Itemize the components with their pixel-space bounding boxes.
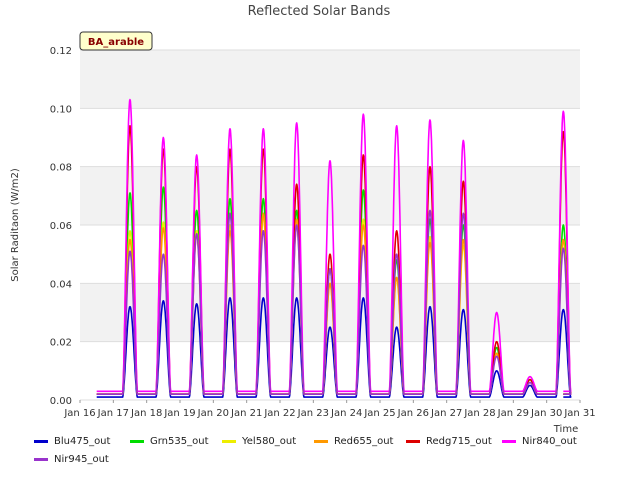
y-tick-label: 0.12 bbox=[50, 46, 72, 57]
legend-swatch bbox=[406, 440, 420, 443]
x-tick-label: Jan 27 bbox=[430, 408, 462, 419]
series-lines bbox=[96, 98, 572, 398]
legend-label: Nir840_out bbox=[522, 436, 577, 447]
x-tick-label: Jan 31 bbox=[563, 408, 595, 419]
x-tick-label: Jan 29 bbox=[497, 408, 529, 419]
x-tick-label: Jan 24 bbox=[330, 408, 362, 419]
x-tick-label: Jan 23 bbox=[297, 408, 329, 419]
legend-swatch bbox=[222, 440, 236, 443]
legend-label: Grn535_out bbox=[150, 436, 209, 447]
y-axis-label: Solar Raditaon (W/m2) bbox=[10, 168, 21, 282]
legend-item: Redg715_out bbox=[406, 436, 492, 447]
x-tick-label: Jan 22 bbox=[263, 408, 295, 419]
x-tick-label: Jan 18 bbox=[130, 408, 162, 419]
legend-swatch bbox=[314, 440, 328, 443]
legend-swatch bbox=[130, 440, 144, 443]
legend-item: Red655_out bbox=[314, 436, 393, 447]
x-tick-label: Jan 20 bbox=[197, 408, 229, 419]
legend-item: Blu475_out bbox=[34, 436, 110, 447]
y-tick-label: 0.10 bbox=[50, 104, 72, 115]
station-badge-label: BA_arable bbox=[88, 37, 144, 48]
legend-item: Grn535_out bbox=[130, 436, 209, 447]
legend-label: Blu475_out bbox=[54, 436, 111, 447]
series-line-nir840-out bbox=[96, 98, 572, 393]
series-line-nir945-out bbox=[96, 209, 572, 395]
legend-swatch bbox=[502, 440, 516, 443]
series-line-blu475-out bbox=[96, 297, 572, 398]
grid-lines bbox=[80, 49, 580, 401]
x-axis-ticks: Jan 16 Jan 17 Jan 18 Jan 19 Jan 20 Jan 21 Jan … bbox=[63, 400, 596, 419]
y-axis-ticks: 0.00 0.02 0.04 0.06 0.08 0.10 0.12 bbox=[50, 46, 72, 407]
legend-item: Nir945_out bbox=[34, 454, 109, 465]
x-tick-label: Jan 17 bbox=[97, 408, 129, 419]
plot-band bbox=[80, 283, 580, 342]
x-tick-label: Jan 30 bbox=[530, 408, 562, 419]
x-tick-label: Jan 19 bbox=[163, 408, 195, 419]
legend-label: Yel580_out bbox=[242, 436, 297, 447]
y-tick-label: 0.08 bbox=[50, 163, 72, 174]
legend-swatch bbox=[34, 458, 48, 461]
x-tick-label: Jan 28 bbox=[463, 408, 495, 419]
legend-label: Red655_out bbox=[334, 436, 394, 447]
x-tick-label: Jan 25 bbox=[363, 408, 395, 419]
x-axis-label: Time bbox=[553, 424, 578, 435]
y-tick-label: 0.00 bbox=[50, 396, 72, 407]
station-badge: BA_arable bbox=[79, 31, 153, 51]
plot-band bbox=[80, 50, 580, 109]
legend-label: Redg715_out bbox=[426, 436, 492, 447]
y-tick-label: 0.06 bbox=[50, 221, 72, 232]
plot-band bbox=[80, 108, 580, 167]
legend-item: Yel580_out bbox=[222, 436, 296, 447]
x-tick-label: Jan 21 bbox=[230, 408, 262, 419]
plot-band bbox=[80, 166, 580, 225]
y-tick-label: 0.04 bbox=[50, 279, 72, 290]
legend-item: Nir840_out bbox=[502, 436, 577, 447]
x-tick-label: Jan 26 bbox=[397, 408, 429, 419]
chart-title: Reflected Solar Bands bbox=[248, 4, 391, 19]
y-tick-label: 0.02 bbox=[50, 338, 72, 349]
x-tick-label: Jan 16 bbox=[63, 408, 95, 419]
legend-swatch bbox=[34, 440, 48, 443]
legend-label: Nir945_out bbox=[54, 454, 109, 465]
